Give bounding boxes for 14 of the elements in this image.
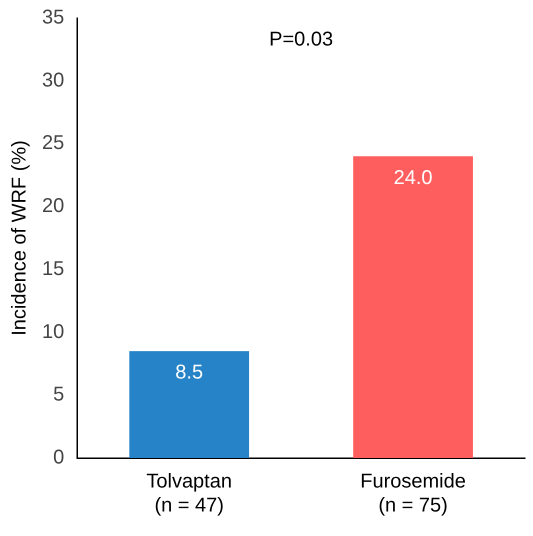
y-axis-title: Incidence of WRF (%) — [8, 140, 31, 336]
x-tick-label: Tolvaptan (n = 47) — [146, 470, 232, 517]
y-tick-label: 10 — [42, 320, 64, 343]
y-tick-label: 15 — [42, 258, 64, 280]
y-tick-label: 30 — [42, 69, 64, 92]
annotation: P=0.03 — [269, 28, 334, 51]
y-tick-label: 20 — [42, 195, 64, 218]
data-label: 24.0 — [394, 166, 433, 189]
y-tick-label: 25 — [42, 132, 64, 154]
x-tick-label: Furosemide (n = 75) — [360, 470, 466, 517]
data-label: 8.5 — [175, 362, 204, 384]
y-tick-label: 35 — [42, 6, 64, 29]
y-tick-label: 0 — [53, 446, 64, 469]
y-tick-label: 5 — [53, 384, 64, 406]
